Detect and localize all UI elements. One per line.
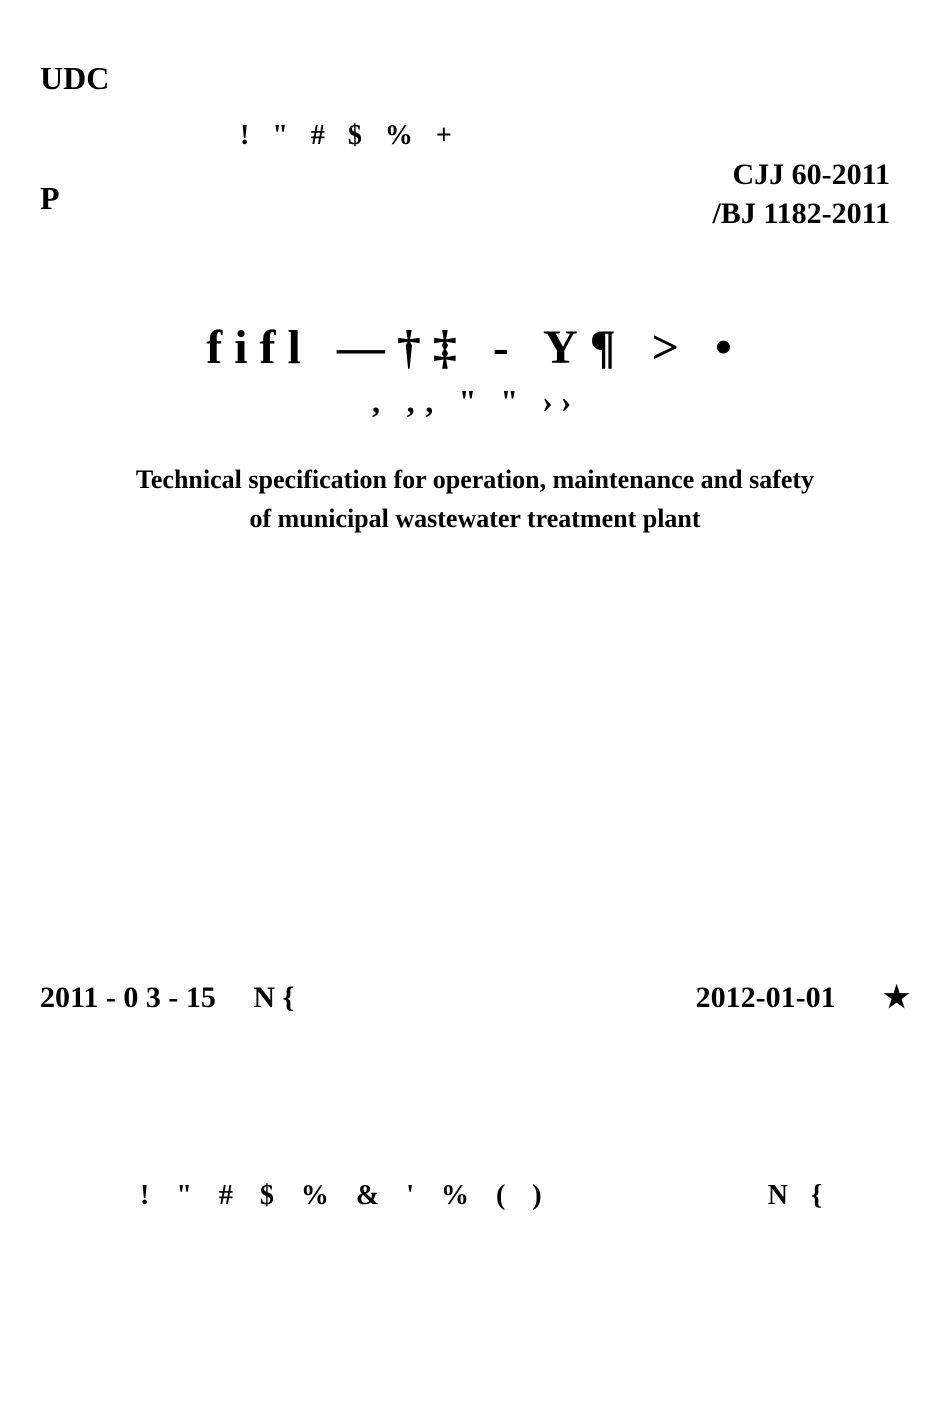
top-symbols: ! " # $ % +	[240, 120, 460, 152]
star-icon: ★	[883, 981, 910, 1014]
code-cjj: CJJ 60-2011	[712, 155, 890, 194]
chinese-title-sub: ‚ ‚‚ " " ››	[0, 383, 950, 420]
english-title-line1: Technical specification for operation, m…	[30, 460, 920, 499]
footer-row: ! " # $ % & ' % ( ) N {	[0, 1180, 950, 1212]
effective-date: 2012-01-01	[696, 981, 836, 1014]
publisher-action: N {	[768, 1180, 830, 1212]
p-label: P	[40, 180, 60, 217]
english-title-line2: of municipal wastewater treatment plant	[30, 499, 920, 538]
effective-date-block: 2012-01-01 ★	[696, 980, 910, 1015]
issue-date: 2011 - 0 3 - 15	[40, 981, 216, 1014]
code-bj: /BJ 1182-2011	[712, 194, 890, 233]
chinese-title-main: fifl —†‡ - Y¶ > •	[0, 320, 950, 375]
english-title-block: Technical specification for operation, m…	[0, 460, 950, 538]
dates-row: 2011 - 0 3 - 15 N { 2012-01-01 ★	[0, 980, 950, 1015]
standard-codes: CJJ 60-2011 /BJ 1182-2011	[712, 155, 890, 233]
chinese-title-block: fifl —†‡ - Y¶ > • ‚ ‚‚ " " ››	[0, 320, 950, 420]
issue-date-block: 2011 - 0 3 - 15 N {	[40, 981, 294, 1015]
publisher-name: ! " # $ % & ' % ( )	[140, 1180, 552, 1212]
udc-label: UDC	[40, 60, 109, 97]
issue-label: N {	[253, 981, 294, 1014]
